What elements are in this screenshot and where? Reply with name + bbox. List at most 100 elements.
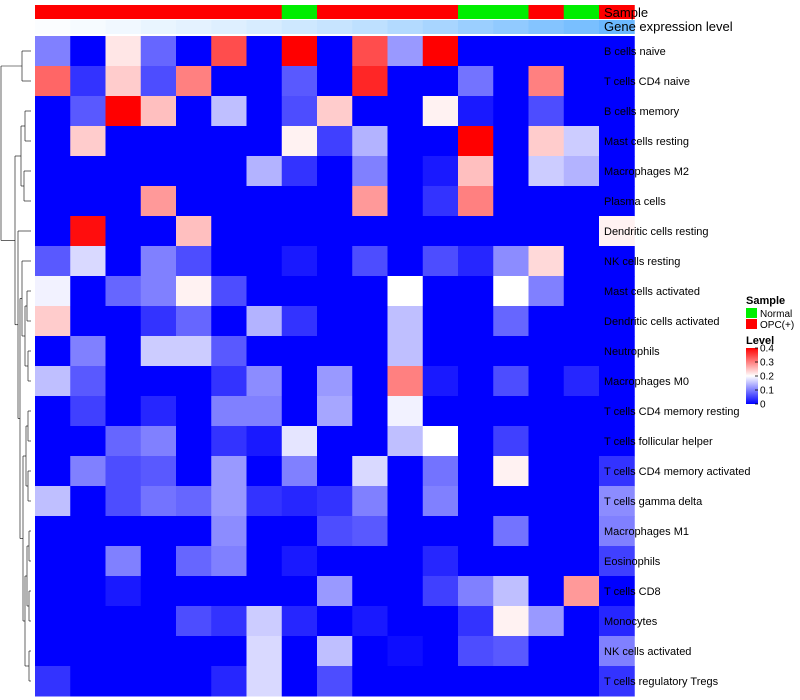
- heatmap-cell: [211, 636, 247, 667]
- heatmap-cell: [317, 516, 353, 547]
- row-label: Macrophages M0: [604, 376, 689, 388]
- heatmap-cell: [176, 576, 212, 607]
- heatmap-cell: [528, 306, 565, 337]
- row-label: T cells regulatory Tregs: [604, 676, 719, 688]
- sample-annotation-bar: [35, 5, 635, 19]
- heatmap-cell: [599, 546, 635, 577]
- heatmap-cell: [105, 366, 142, 397]
- heatmap-cell: [281, 666, 318, 697]
- heatmap-cell: [563, 426, 600, 457]
- heatmap-cell: [35, 606, 71, 637]
- heatmap-cell: [599, 306, 635, 337]
- heatmap-cell: [458, 96, 494, 127]
- heatmap-cell: [105, 66, 142, 97]
- heatmap-cell: [422, 396, 459, 427]
- heatmap-cell: [70, 186, 106, 217]
- legend-sample-label: Normal: [760, 309, 792, 320]
- heatmap-cell: [563, 216, 600, 247]
- heatmap-cell: [387, 306, 424, 337]
- heatmap-cell: [35, 216, 71, 247]
- heatmap-cell: [422, 96, 459, 127]
- sample-annotation-cell: [352, 5, 388, 19]
- heatmap-cell: [422, 186, 459, 217]
- heatmap-cell: [387, 486, 424, 517]
- heatmap-cell: [70, 66, 106, 97]
- heatmap-cell: [563, 546, 600, 577]
- heatmap-cell: [317, 66, 353, 97]
- heatmap-cell: [528, 96, 565, 127]
- heatmap-cell: [458, 246, 494, 277]
- heatmap-cell: [563, 126, 600, 157]
- heatmap-cell: [352, 366, 388, 397]
- heatmap-cell: [281, 336, 318, 367]
- heatmap-cell: [211, 66, 247, 97]
- heatmap-cell: [458, 336, 494, 367]
- heatmap-cell: [493, 36, 529, 67]
- heatmap-cell: [387, 186, 424, 217]
- heatmap-cell: [176, 186, 212, 217]
- heatmap-cell: [140, 546, 177, 577]
- heatmap-cell: [70, 546, 106, 577]
- expression-annotation-cell: [176, 20, 212, 34]
- heatmap-cell: [140, 126, 177, 157]
- heatmap-cell: [35, 246, 71, 277]
- heatmap-cell: [422, 126, 459, 157]
- heatmap-cell: [70, 336, 106, 367]
- heatmap-cell: [317, 36, 353, 67]
- heatmap-cell: [422, 606, 459, 637]
- heatmap-cell: [281, 606, 318, 637]
- heatmap-cell: [281, 546, 318, 577]
- heatmap-cell: [352, 576, 388, 607]
- heatmap-cell: [352, 546, 388, 577]
- heatmap-cell: [563, 36, 600, 67]
- heatmap-cell: [176, 276, 212, 307]
- heatmap-cell: [422, 156, 459, 187]
- expression-annotation-label: Gene expression level: [604, 19, 733, 34]
- heatmap-cell: [281, 576, 318, 607]
- row-label: Plasma cells: [604, 196, 666, 208]
- heatmap-cell: [176, 396, 212, 427]
- heatmap-cell: [493, 426, 529, 457]
- legend-level-tick-label: 0.4: [760, 344, 774, 355]
- heatmap-cell: [458, 186, 494, 217]
- heatmap-cell: [246, 276, 283, 307]
- heatmap-cell: [70, 486, 106, 517]
- expression-annotation-cell: [317, 20, 353, 34]
- heatmap-cell: [387, 366, 424, 397]
- heatmap-cell: [458, 606, 494, 637]
- legend-sample-swatch: [746, 308, 757, 318]
- heatmap-cell: [246, 36, 283, 67]
- heatmap-cell: [563, 486, 600, 517]
- expression-annotation-cell: [35, 20, 71, 34]
- heatmap-cell: [387, 66, 424, 97]
- expression-annotation-cell: [563, 20, 600, 34]
- heatmap-cell: [387, 96, 424, 127]
- heatmap-cell: [105, 666, 142, 697]
- heatmap-cell: [35, 366, 71, 397]
- heatmap-cell: [493, 216, 529, 247]
- row-label: Neutrophils: [604, 346, 660, 358]
- heatmap-cell: [493, 66, 529, 97]
- sample-annotation-cell: [70, 5, 106, 19]
- row-label: T cells CD4 memory activated: [604, 466, 751, 478]
- heatmap-cell: [140, 276, 177, 307]
- heatmap-cell: [70, 306, 106, 337]
- sample-annotation-cell: [140, 5, 177, 19]
- legend-level-tick-label: 0.1: [760, 386, 774, 397]
- heatmap-cell: [352, 636, 388, 667]
- heatmap-cell: [528, 396, 565, 427]
- heatmap-cell: [176, 516, 212, 547]
- row-label: NK cells resting: [604, 256, 680, 268]
- row-label: Eosinophils: [604, 556, 661, 568]
- heatmap-cell: [35, 636, 71, 667]
- heatmap-cell: [35, 336, 71, 367]
- heatmap-cell: [387, 636, 424, 667]
- heatmap-cell: [387, 426, 424, 457]
- heatmap-cell: [563, 606, 600, 637]
- heatmap-cell: [317, 276, 353, 307]
- heatmap-cell: [140, 66, 177, 97]
- heatmap-cell: [246, 546, 283, 577]
- heatmap-cell: [563, 276, 600, 307]
- heatmap-cell: [458, 156, 494, 187]
- heatmap-cell: [70, 96, 106, 127]
